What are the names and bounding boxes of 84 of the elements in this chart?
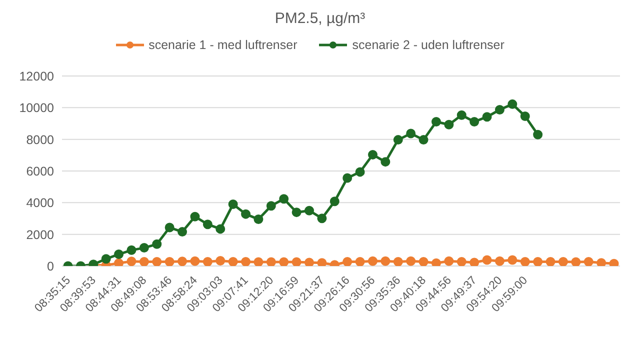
- point: [533, 130, 543, 140]
- y-tick-label: 0: [47, 259, 54, 274]
- point: [482, 112, 492, 122]
- point: [304, 258, 314, 266]
- point: [228, 256, 238, 266]
- point: [279, 194, 289, 204]
- point: [202, 256, 212, 266]
- point: [254, 214, 264, 224]
- point: [380, 256, 390, 266]
- point: [228, 200, 238, 209]
- point: [406, 128, 416, 138]
- point: [355, 256, 365, 266]
- point: [342, 256, 352, 266]
- point: [126, 245, 136, 255]
- point: [508, 99, 518, 109]
- point: [114, 258, 124, 266]
- point: [520, 111, 530, 121]
- point: [139, 256, 149, 266]
- y-tick-label: 12000: [19, 69, 54, 84]
- y-tick-label: 4000: [26, 196, 54, 210]
- point: [241, 209, 251, 219]
- point: [216, 256, 226, 266]
- point: [393, 256, 403, 266]
- point: [139, 243, 149, 253]
- point: [266, 257, 276, 266]
- point: [202, 220, 212, 230]
- y-tick-label: 2000: [26, 228, 54, 242]
- point: [368, 150, 378, 160]
- point: [216, 224, 226, 234]
- y-tick-label: 6000: [26, 164, 54, 178]
- point: [533, 256, 543, 266]
- point: [190, 212, 200, 222]
- point: [279, 257, 289, 266]
- point: [164, 256, 174, 266]
- point: [292, 257, 302, 266]
- point: [571, 257, 581, 266]
- point: [609, 258, 619, 266]
- point: [444, 120, 454, 130]
- point: [406, 256, 416, 266]
- point: [380, 157, 390, 167]
- point: [342, 173, 352, 183]
- point: [558, 256, 568, 266]
- point: [178, 227, 188, 237]
- point: [470, 258, 480, 266]
- point: [418, 256, 428, 266]
- y-tick-label: 8000: [26, 132, 54, 147]
- point: [418, 135, 428, 145]
- point: [190, 256, 200, 266]
- point: [444, 256, 454, 266]
- point: [431, 117, 441, 127]
- point: [596, 258, 606, 266]
- point: [330, 196, 340, 206]
- point: [126, 256, 136, 266]
- point: [178, 256, 188, 266]
- point: [482, 255, 492, 265]
- point: [456, 110, 466, 120]
- point: [470, 117, 480, 127]
- point: [546, 256, 556, 266]
- point: [317, 258, 327, 266]
- point: [114, 250, 124, 260]
- point: [164, 222, 174, 232]
- legend-label: scenarie 2 - uden luftrenser: [351, 38, 504, 52]
- point: [241, 256, 251, 266]
- point: [304, 206, 314, 216]
- point: [520, 256, 530, 266]
- point: [494, 104, 504, 114]
- point: [368, 256, 378, 266]
- y-tick-label: 10000: [19, 101, 54, 116]
- point: [152, 239, 162, 249]
- point: [494, 256, 504, 266]
- point: [584, 256, 594, 266]
- point: [431, 258, 441, 266]
- point: [254, 257, 264, 266]
- point: [393, 135, 403, 145]
- point: [101, 254, 111, 264]
- point: [292, 208, 302, 218]
- point: [266, 201, 276, 211]
- point: [508, 255, 518, 265]
- point: [355, 167, 365, 177]
- point: [152, 256, 162, 266]
- point: [317, 214, 327, 224]
- chart-title: PM2.5, µg/m³: [274, 9, 366, 29]
- point: [456, 256, 466, 266]
- legend-label: scenarie 1 - med luftrenser: [148, 38, 298, 52]
